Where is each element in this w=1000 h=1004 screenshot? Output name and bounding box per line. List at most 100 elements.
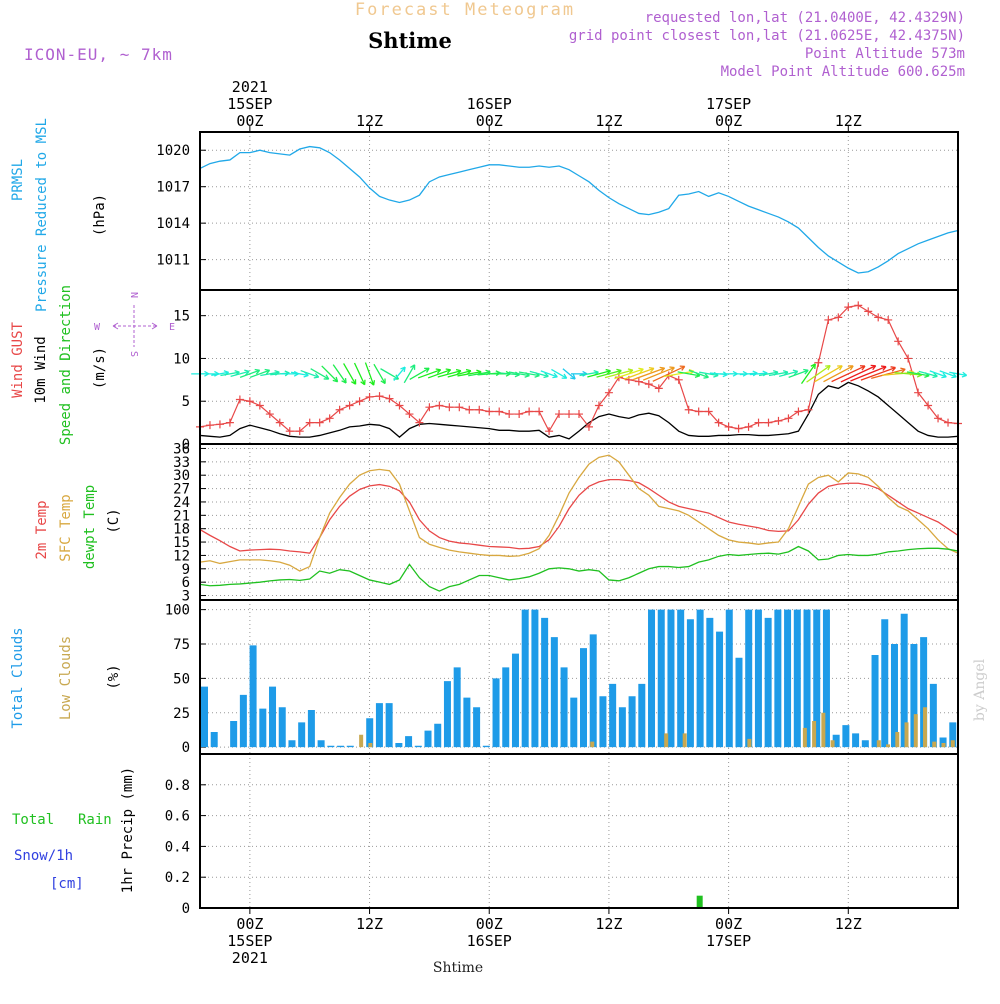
ytick-label: 50 (173, 671, 190, 687)
wind-arrow (321, 365, 339, 383)
gust-point (704, 407, 713, 416)
rain-bar (696, 895, 703, 908)
gust-point (674, 375, 683, 384)
gust-point (225, 418, 234, 427)
bottom-time-label: 12Z (595, 915, 622, 933)
ytick-label: 9 (182, 562, 190, 578)
bottom-time-label: 16SEP (467, 932, 512, 950)
low-cloud-bar (913, 714, 918, 748)
top-time-label: 16SEP (467, 95, 512, 113)
ytick-label: 18 (173, 522, 190, 538)
total-cloud-bar (725, 609, 733, 748)
credit-label: by Angel (972, 658, 988, 721)
total-cloud-bar (706, 617, 714, 748)
total-cloud-bar (443, 681, 451, 748)
top-time-label: 17SEP (706, 95, 751, 113)
gust-point (754, 418, 763, 427)
gust-point (744, 422, 753, 431)
total-cloud-bar (560, 667, 568, 748)
total-cloud-bar (609, 683, 617, 748)
wind-arrow (623, 366, 655, 380)
compass-n: N (128, 292, 139, 298)
panel-wind: 0 5 10 15 (173, 290, 958, 453)
total-cloud-bar (327, 745, 335, 748)
wind-arrow (860, 366, 896, 381)
gust-point (505, 410, 514, 419)
panel-precipitation: 0 0.2 0.4 0.6 0.8 (165, 754, 958, 917)
low-cloud-bar (886, 744, 891, 748)
gust-point (794, 407, 803, 416)
wind-arrow (239, 368, 261, 379)
panel-frame (199, 753, 959, 909)
ytick-label: 6 (182, 575, 190, 591)
total-cloud-bar (201, 686, 208, 748)
wind-arrow (310, 368, 330, 380)
gust-point (575, 410, 583, 419)
total-cloud-bar (317, 740, 325, 748)
ytick-label: 24 (173, 495, 190, 511)
gust-point (515, 410, 524, 419)
gust-point (535, 407, 544, 416)
gust-point (375, 392, 384, 401)
ytick-label: 0 (182, 901, 190, 917)
ytick-label: 1014 (156, 216, 190, 232)
low-cloud-bar (812, 721, 817, 748)
wind-arrow (540, 370, 558, 379)
gust-point (265, 410, 274, 419)
low-cloud-bar (368, 743, 373, 748)
low-cloud-bar (876, 740, 881, 748)
wind-arrow (201, 370, 220, 377)
gust-point (525, 407, 534, 416)
wind-unit: (m/s) (92, 347, 108, 389)
top-time-label: 12Z (356, 112, 383, 130)
low-cloud-bar (950, 740, 955, 748)
wind-arrow (353, 362, 366, 386)
total-cloud-bar (822, 609, 830, 748)
wind-arrow (300, 369, 320, 379)
dewpt-label: dewpt Temp (82, 485, 98, 569)
requested-coords: requested lon,lat (21.0400E, 42.4329N) (645, 10, 965, 26)
ytick-label: 5 (182, 394, 190, 410)
wind-arrow (280, 370, 299, 377)
ytick-label: 1020 (156, 143, 190, 159)
total-cloud-bar (473, 707, 481, 748)
total-cloud-bar (570, 697, 578, 748)
gust-point (914, 388, 923, 397)
total-cloud-bar (385, 703, 393, 748)
gust-point (435, 401, 444, 410)
gust-point (545, 427, 554, 436)
total-cloud-bar (395, 743, 403, 748)
wind-arrow (249, 368, 271, 379)
gust-point (555, 410, 564, 419)
gust-point (285, 427, 294, 436)
ytick-label: 0 (182, 437, 190, 453)
gust-point (305, 418, 314, 427)
wind-arrow (806, 364, 831, 383)
low-cloud-bar (923, 707, 928, 748)
wind10-label: 10m Wind (33, 336, 49, 403)
wind-arrow (417, 368, 442, 379)
low-cloud-bar (359, 734, 364, 748)
grid-coords: grid point closest lon,lat (21.0625E, 42… (569, 28, 965, 44)
gust-point (594, 401, 603, 410)
total-cloud-bar (249, 645, 257, 748)
gust-point (465, 405, 474, 414)
low-cloud-bar (895, 732, 900, 748)
total-cloud-bar (686, 619, 694, 748)
total-cloud-bar (842, 725, 850, 748)
total-cloud-bar (657, 609, 665, 748)
wind-arrow (614, 367, 644, 380)
total-cloud-bar (764, 617, 772, 748)
bottom-time-label: 12Z (356, 915, 383, 933)
gust-point (565, 410, 574, 419)
gust-point (844, 303, 853, 312)
total-cloud-bar (754, 609, 762, 748)
total-cloud-bar (696, 609, 704, 748)
ytick-label: 100 (165, 603, 190, 619)
total-cloud-bar (541, 617, 549, 748)
wind-arrow (688, 369, 709, 379)
total-cloud-bar (638, 683, 646, 748)
total-cloud-bar (628, 696, 636, 748)
